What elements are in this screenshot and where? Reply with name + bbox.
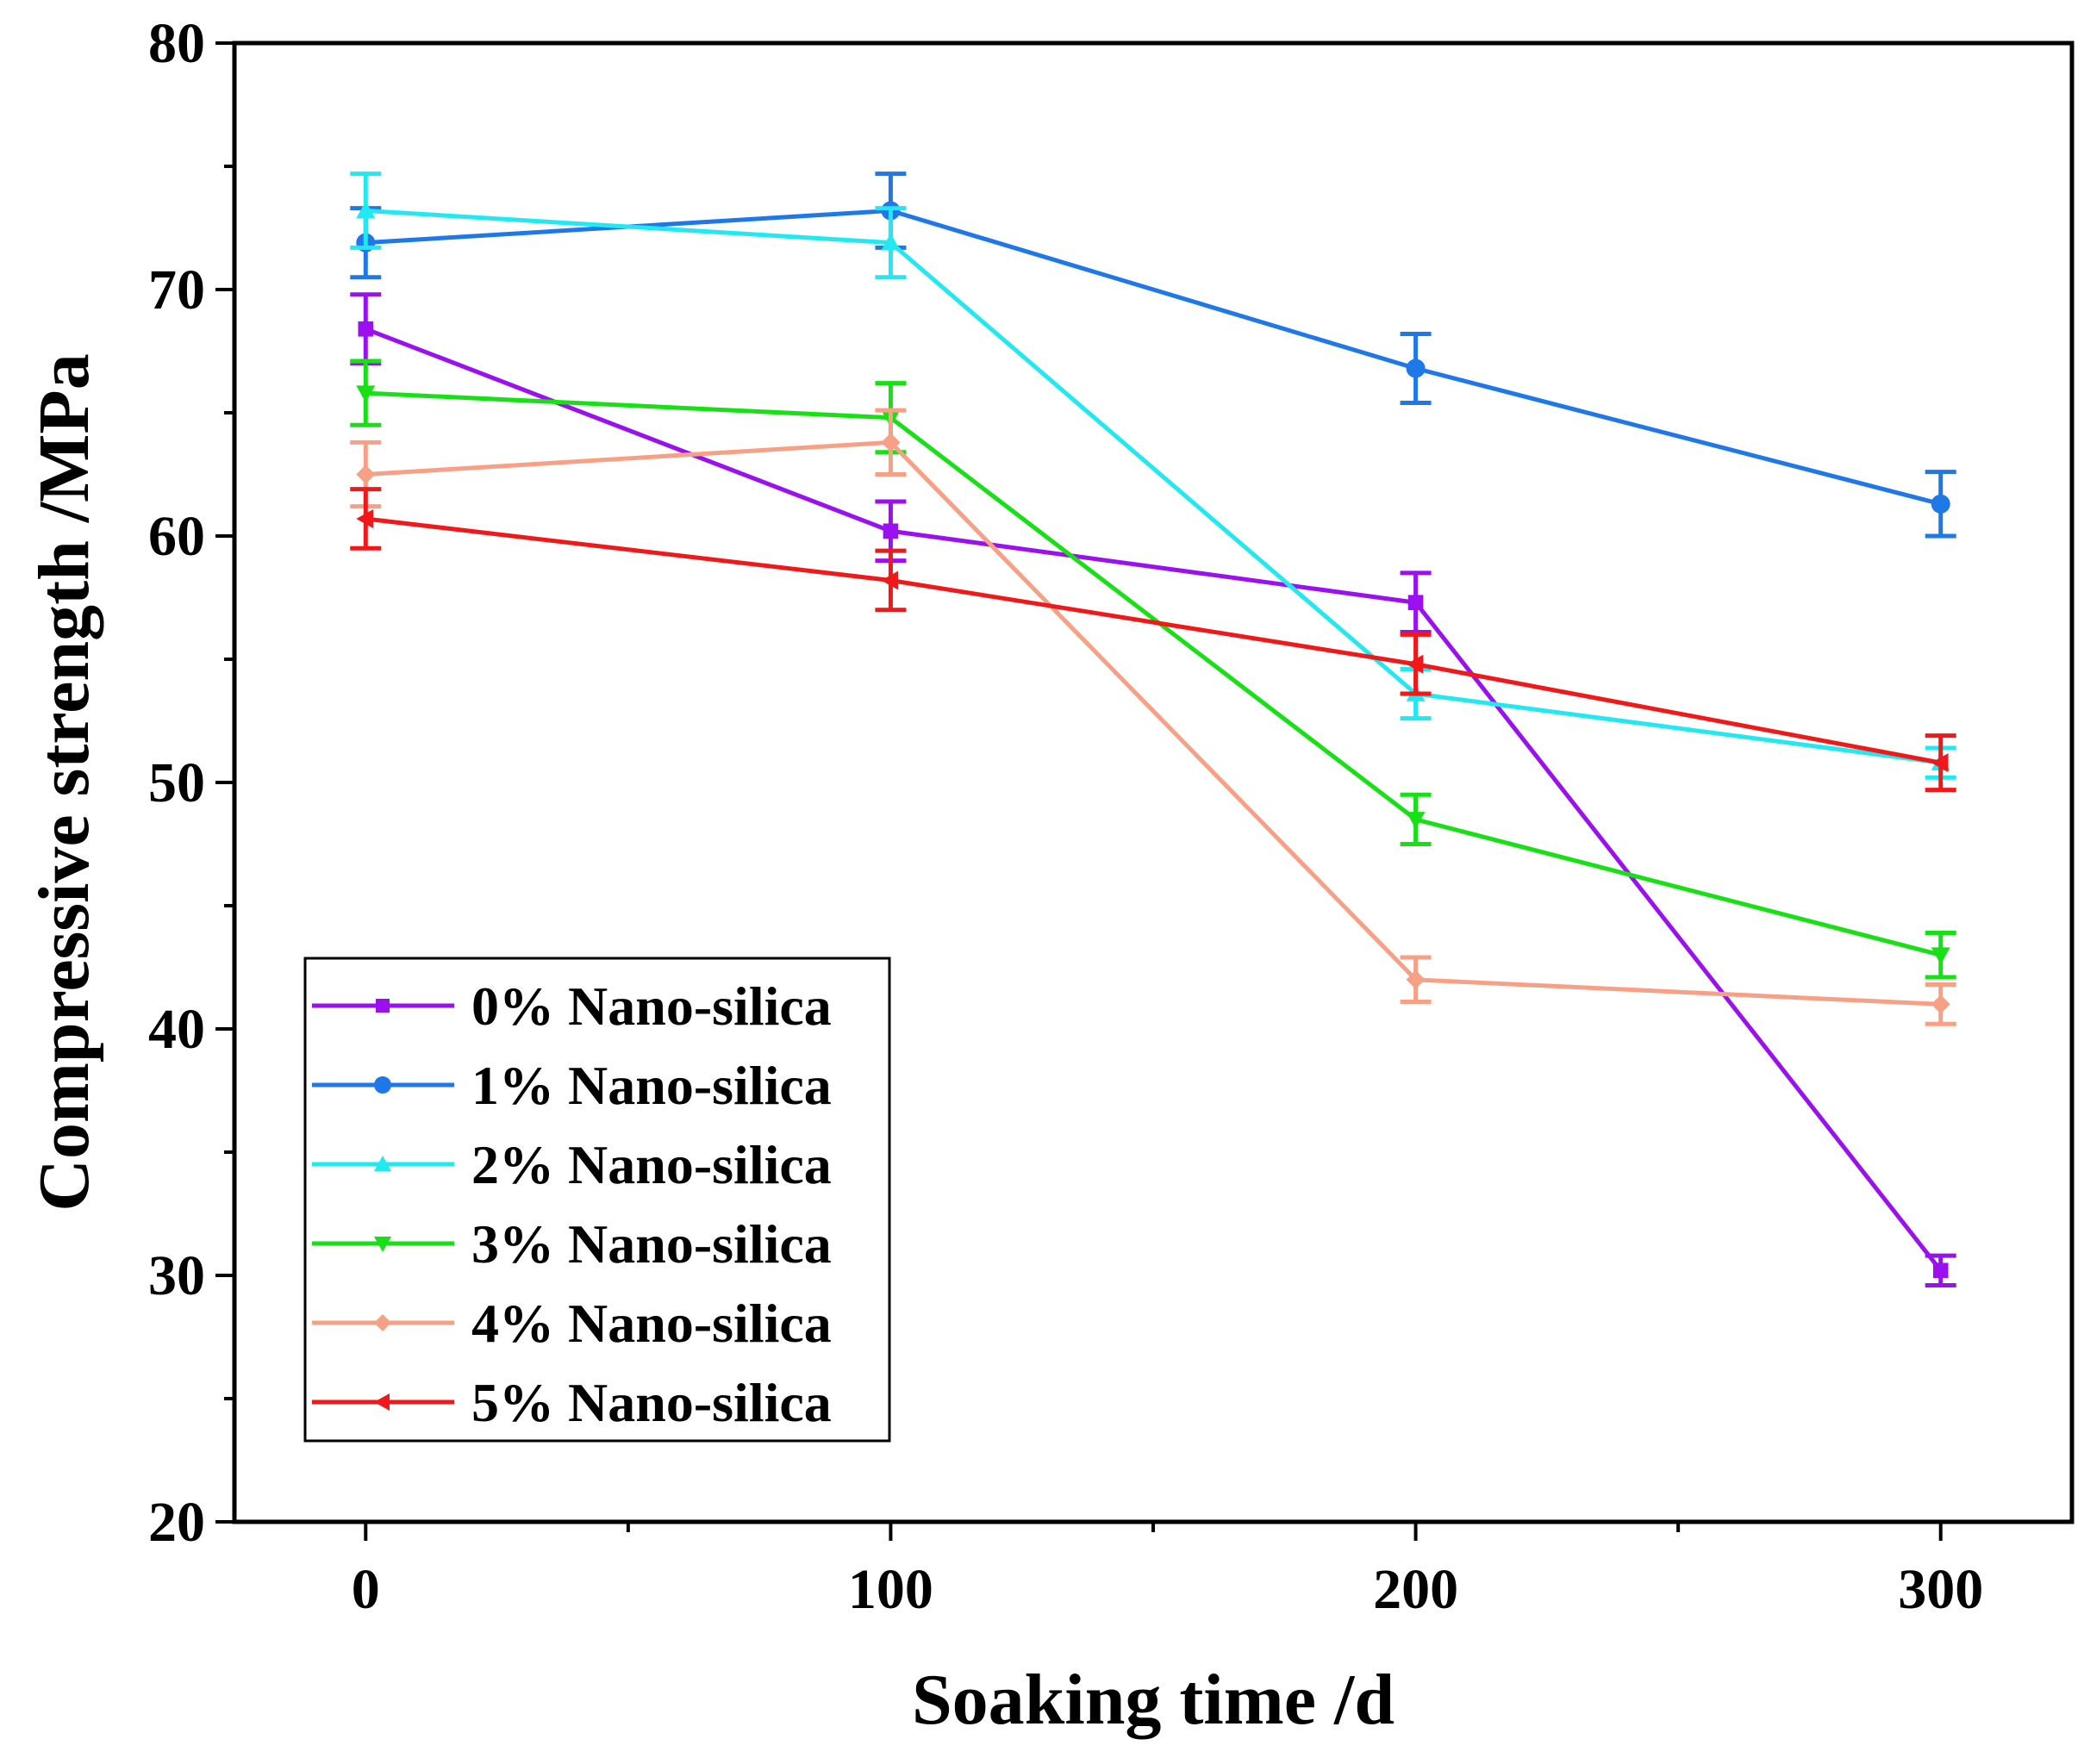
legend-marker	[374, 1156, 391, 1171]
data-point	[883, 523, 899, 539]
y-tick-label: 50	[148, 751, 205, 814]
data-point	[356, 508, 374, 528]
data-point	[1931, 753, 1949, 773]
data-point	[358, 321, 374, 337]
axis-ticks: 20 30 40 50 60 70 80 0 100 200 300	[148, 12, 1983, 1621]
x-tick-label: 100	[848, 1558, 933, 1621]
y-tick-label: 70	[148, 259, 205, 321]
legend-label: 4% Nano-silica	[471, 1293, 832, 1354]
series-line	[365, 327, 1943, 1272]
data-point	[1931, 994, 1950, 1014]
series-line	[365, 516, 1942, 765]
legend-label: 2% Nano-silica	[471, 1134, 832, 1195]
series-line	[365, 208, 1942, 765]
data-point	[881, 570, 899, 590]
data-point	[881, 233, 901, 251]
legend-label: 0% Nano-silica	[471, 975, 832, 1037]
x-tick-label: 200	[1373, 1558, 1458, 1621]
data-point	[356, 385, 376, 403]
data-point	[1406, 358, 1426, 378]
data-point	[356, 464, 376, 484]
x-tick-label: 0	[352, 1558, 380, 1621]
data-point	[1406, 812, 1426, 829]
data-point	[1931, 494, 1950, 514]
legend-label: 5% Nano-silica	[471, 1372, 832, 1433]
legend-marker	[374, 1237, 391, 1252]
y-axis-label: Compressive strength /MPa	[24, 353, 104, 1211]
data-point	[1932, 1262, 1949, 1279]
legend: 0% Nano-silica 1% Nano-silica 2% Nano-sili…	[303, 957, 891, 1443]
series-line	[365, 439, 1941, 1007]
legend-marker	[374, 1314, 391, 1331]
x-axis-label: Soaking time /d	[912, 1660, 1395, 1740]
legend-label: 3% Nano-silica	[471, 1213, 832, 1275]
legend-marker	[376, 999, 390, 1013]
legend-marker	[374, 1393, 390, 1411]
data-point	[1931, 947, 1950, 965]
series-3	[350, 358, 1956, 980]
data-point	[1406, 969, 1426, 989]
series-0	[350, 292, 1956, 1287]
data-point	[356, 201, 376, 219]
series-5	[350, 487, 1956, 793]
y-tick-label: 60	[148, 505, 205, 568]
data-point	[881, 433, 901, 452]
data-point	[1406, 654, 1424, 674]
y-tick-label: 40	[148, 998, 205, 1061]
legend-box	[303, 957, 891, 1443]
data-point	[1407, 595, 1424, 611]
x-tick-label: 300	[1898, 1558, 1983, 1621]
y-tick-label: 80	[148, 12, 205, 75]
series-layer	[350, 171, 1956, 1287]
legend-marker	[374, 1076, 391, 1094]
legend-label: 1% Nano-silica	[471, 1055, 832, 1116]
y-tick-label: 20	[148, 1491, 205, 1554]
y-tick-label: 30	[148, 1244, 205, 1307]
series-line	[365, 390, 1942, 957]
